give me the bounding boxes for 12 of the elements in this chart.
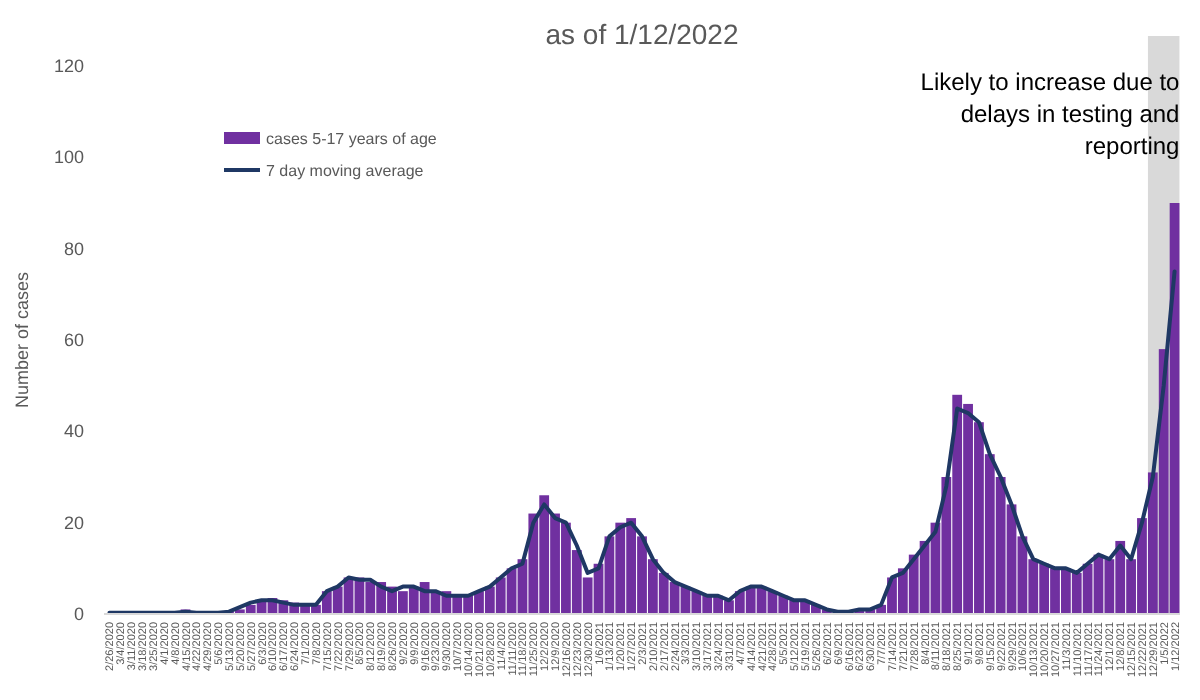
y-tick-label: 40 <box>63 421 84 442</box>
y-tick-label: 120 <box>53 56 84 76</box>
legend-label: 7 day moving average <box>266 162 425 180</box>
y-tick-label: 100 <box>53 147 84 168</box>
y-tick-label: 80 <box>63 238 84 259</box>
chart-title: as of 1/12/2022 <box>545 18 739 50</box>
legend-label: cases 5-17 years of age <box>266 130 438 148</box>
y-axis-title: Number of cases <box>12 270 32 409</box>
y-tick-label: 60 <box>63 330 84 350</box>
band-label: Likely to increase due to delays in testing and reporting <box>920 68 1181 160</box>
y-tick-label: 20 <box>63 512 84 533</box>
y-tick-label: 0 <box>73 604 84 624</box>
